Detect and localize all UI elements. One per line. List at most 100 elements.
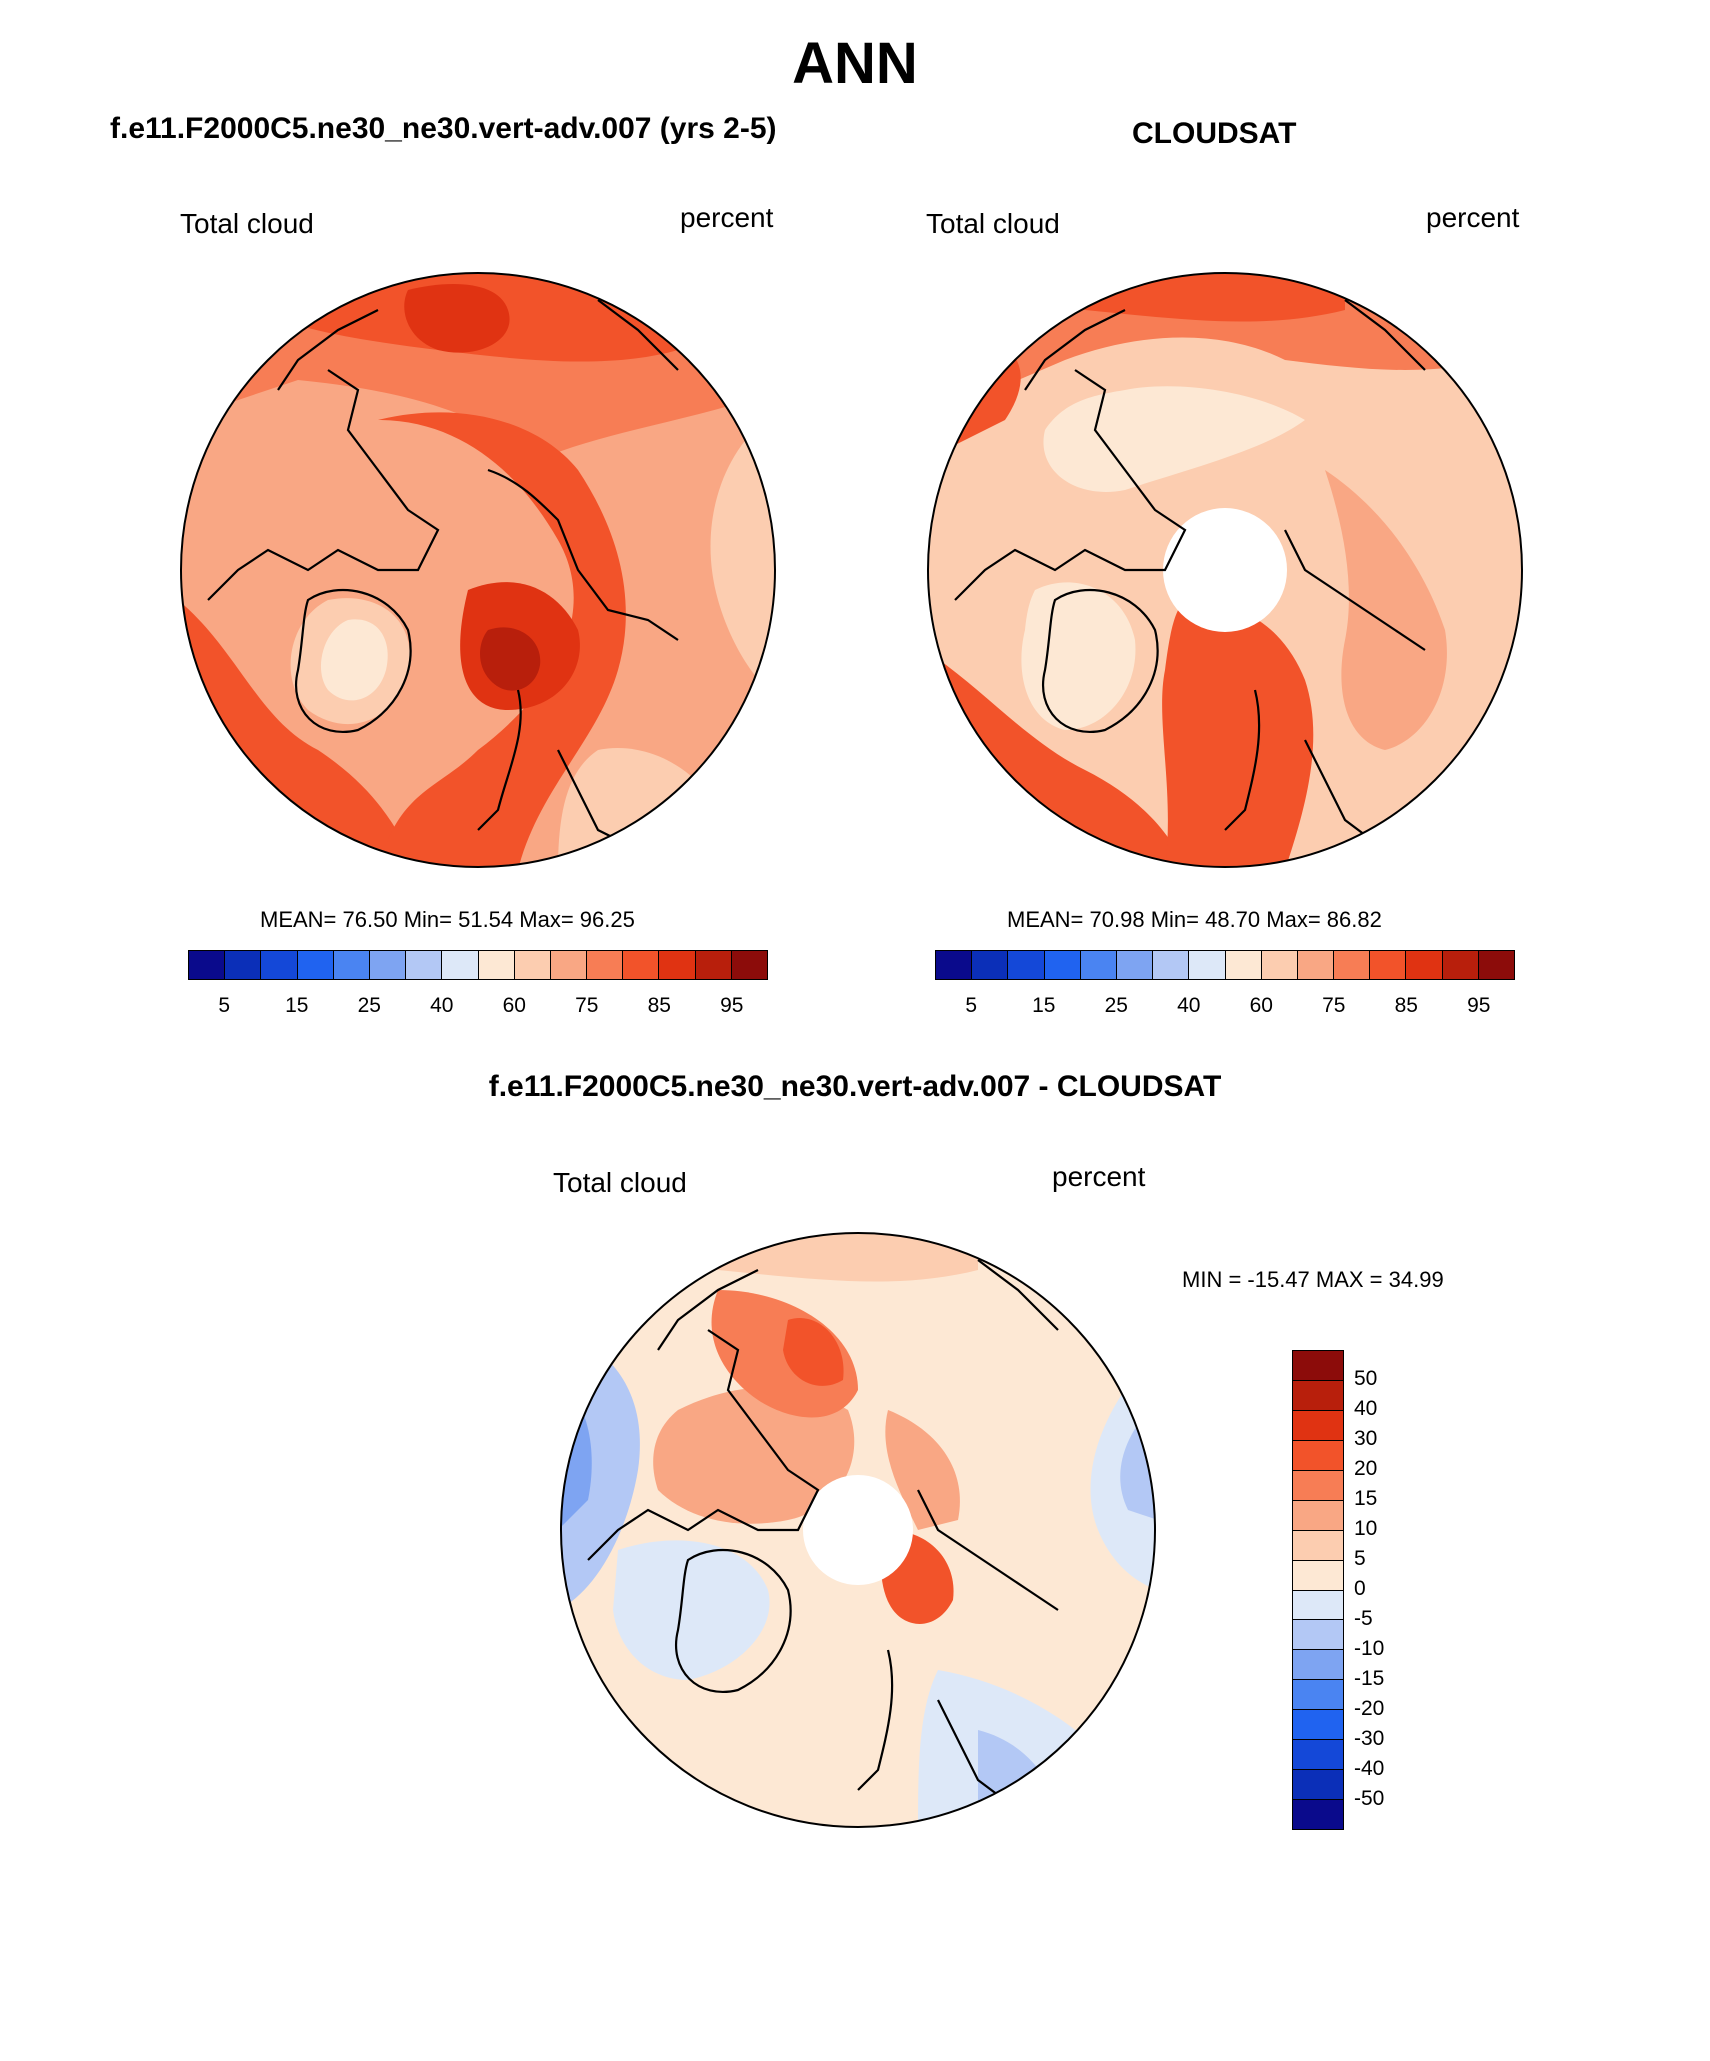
panel-3-polar-map [560, 1232, 1156, 1828]
panel-1-colorbar-tick: 15 [285, 994, 309, 1017]
panel-1-colorbar-tick: 40 [430, 994, 454, 1017]
panel-1-variable-label: Total cloud [180, 208, 314, 239]
panel-3-colorbar-swatch [1293, 1560, 1343, 1591]
panel-3-colorbar-swatch [1293, 1351, 1343, 1381]
panel-1-field-region [378, 412, 626, 867]
panel-1-greenland-outline [295, 588, 412, 733]
panel-2-field-region [1325, 470, 1447, 750]
panel-2-colorbar-swatch [1153, 951, 1190, 979]
panel-1-colorbar-swatch [369, 951, 407, 979]
panel-2-colorbar-tick: 60 [1249, 994, 1273, 1017]
panel-3-colorbar-label: -15 [1354, 1667, 1385, 1690]
panel-2-colorbar-swatch [1478, 951, 1514, 979]
panel-2-title: CLOUDSAT [1132, 117, 1297, 150]
panel-2-colorbar [935, 950, 1515, 980]
panel-1-map-border [180, 272, 776, 868]
panel-2-greenland-outline [1042, 588, 1159, 733]
panel-2-colorbar-swatch [1008, 951, 1045, 979]
panel-2-colorbar-swatch [1442, 951, 1479, 979]
panel-3-colorbar-label: 10 [1354, 1517, 1378, 1540]
panel-1-colorbar-swatch [659, 951, 696, 979]
panel-2-polar-map [927, 272, 1523, 868]
panel-3-field-region [653, 1387, 855, 1524]
panel-1-colorbar-swatch [550, 951, 588, 979]
panel-2-colorbar-tick: 40 [1177, 994, 1201, 1017]
panel-1-polar-map [180, 272, 776, 868]
panel-3-colorbar-swatch [1293, 1680, 1343, 1711]
panel-1-colorbar-tick: 95 [720, 994, 744, 1017]
panel-1-colorbar-swatch [731, 951, 767, 979]
panel-2-colorbar-tick: 5 [965, 994, 978, 1017]
panel-1-colorbar-tick: 25 [357, 994, 381, 1017]
panel-2-colorbar-tick: 75 [1322, 994, 1346, 1017]
panel-3-variable-label: Total cloud [553, 1167, 687, 1198]
panel-1-colorbar-swatch [406, 951, 443, 979]
panel-1-field-region [480, 627, 541, 691]
panel-3-colorbar-swatch [1293, 1470, 1343, 1501]
panel-2-colorbar-swatch [1116, 951, 1154, 979]
panel-3-colorbar-label: -5 [1354, 1607, 1373, 1630]
panel-2-variable-label: Total cloud [926, 208, 1060, 239]
panel-1-colorbar-swatch [695, 951, 732, 979]
panel-3-colorbar-label: 5 [1354, 1547, 1366, 1570]
panel-1-colorbar-swatch [189, 951, 226, 979]
panel-2-stats: MEAN= 70.98 Min= 48.70 Max= 86.82 [1007, 907, 1382, 932]
panel-2-colorbar-swatch [1261, 951, 1298, 979]
panel-2-map-border [927, 272, 1523, 868]
panel-2-colorbar-tick: 95 [1467, 994, 1491, 1017]
panel-1-field-region [320, 619, 388, 701]
panel-3-colorbar-swatch [1293, 1590, 1343, 1621]
panel-3-colorbar-swatch [1293, 1650, 1343, 1681]
panel-1-colorbar-swatch [225, 951, 262, 979]
panel-3-colorbar-label: -20 [1354, 1697, 1385, 1720]
panel-2-colorbar-swatch [936, 951, 973, 979]
main-title: ANN [792, 31, 918, 96]
panel-3-colorbar-label: -30 [1354, 1727, 1385, 1750]
panel-3-colorbar-swatch [1293, 1440, 1343, 1471]
panel-2-colorbar-tick: 25 [1104, 994, 1128, 1017]
panel-3-colorbar-swatch [1293, 1410, 1343, 1441]
panel-1-stats: MEAN= 76.50 Min= 51.54 Max= 96.25 [260, 907, 635, 932]
panel-2-colorbar-swatch [1370, 951, 1407, 979]
panel-1-colorbar-swatch [514, 951, 551, 979]
panel-3-colorbar-label: -10 [1354, 1637, 1385, 1660]
panel-3-title: f.e11.F2000C5.ne30_ne30.vert-adv.007 - C… [488, 1070, 1222, 1103]
panel-3-field-region [613, 1540, 770, 1680]
panel-1-title: f.e11.F2000C5.ne30_ne30.vert-adv.007 (yr… [110, 112, 777, 145]
panel-2-colorbar-tick: 85 [1394, 994, 1418, 1017]
panel-3-field-region [783, 1318, 844, 1386]
panel-3-colorbar-swatch [1293, 1620, 1343, 1651]
panel-1-colorbar-swatch [333, 951, 370, 979]
panel-1-colorbar-tick: 85 [647, 994, 671, 1017]
panel-3-colorbar-swatch [1293, 1740, 1343, 1771]
panel-3-colorbar-label: 50 [1354, 1367, 1378, 1390]
panel-2-colorbar-tick: 15 [1032, 994, 1056, 1017]
panel-2-field-region [1043, 386, 1305, 492]
panel-1-colorbar [188, 950, 768, 980]
panel-2-colorbar-swatch [1334, 951, 1371, 979]
panel-1-colorbar-swatch [478, 951, 515, 979]
panel-2-colorbar-swatch [1297, 951, 1335, 979]
panel-2-colorbar-swatch [1044, 951, 1081, 979]
panel-2-coastlines [954, 299, 1426, 851]
panel-1-colorbar-tick: 5 [218, 994, 231, 1017]
panel-1-colorbar-tick: 60 [502, 994, 526, 1017]
panel-3-greenland-outline [675, 1548, 792, 1693]
panel-3-colorbar-labels: 50 40 30 20 15 10 5 0 -5 -10 -15 -20 -30 -40 -50 [1354, 1350, 1434, 1830]
panel-3-colorbar-swatch [1293, 1500, 1343, 1531]
panel-1-units-label: percent [680, 202, 774, 233]
panel-1-colorbar-swatch [442, 951, 479, 979]
panel-3-colorbar-label: 30 [1354, 1427, 1378, 1450]
panel-3-stats: MIN = -15.47 MAX = 34.99 [1182, 1267, 1444, 1292]
panel-3-colorbar [1292, 1350, 1344, 1830]
panel-3-map-border [560, 1232, 1156, 1828]
panel-2-colorbar-swatch [1406, 951, 1443, 979]
panel-3-polar-gap [803, 1475, 913, 1585]
panel-1-field-region [404, 284, 510, 353]
panel-3-colorbar-label: 20 [1354, 1457, 1378, 1480]
panel-3-colorbar-label: 0 [1354, 1577, 1366, 1600]
panel-3-coastlines [587, 1259, 1059, 1811]
panel-2-colorbar-swatch [1189, 951, 1226, 979]
panel-1-colorbar-ticks: 5 15 25 40 60 75 85 95 [188, 994, 768, 1024]
panel-2-colorbar-swatch [1225, 951, 1262, 979]
